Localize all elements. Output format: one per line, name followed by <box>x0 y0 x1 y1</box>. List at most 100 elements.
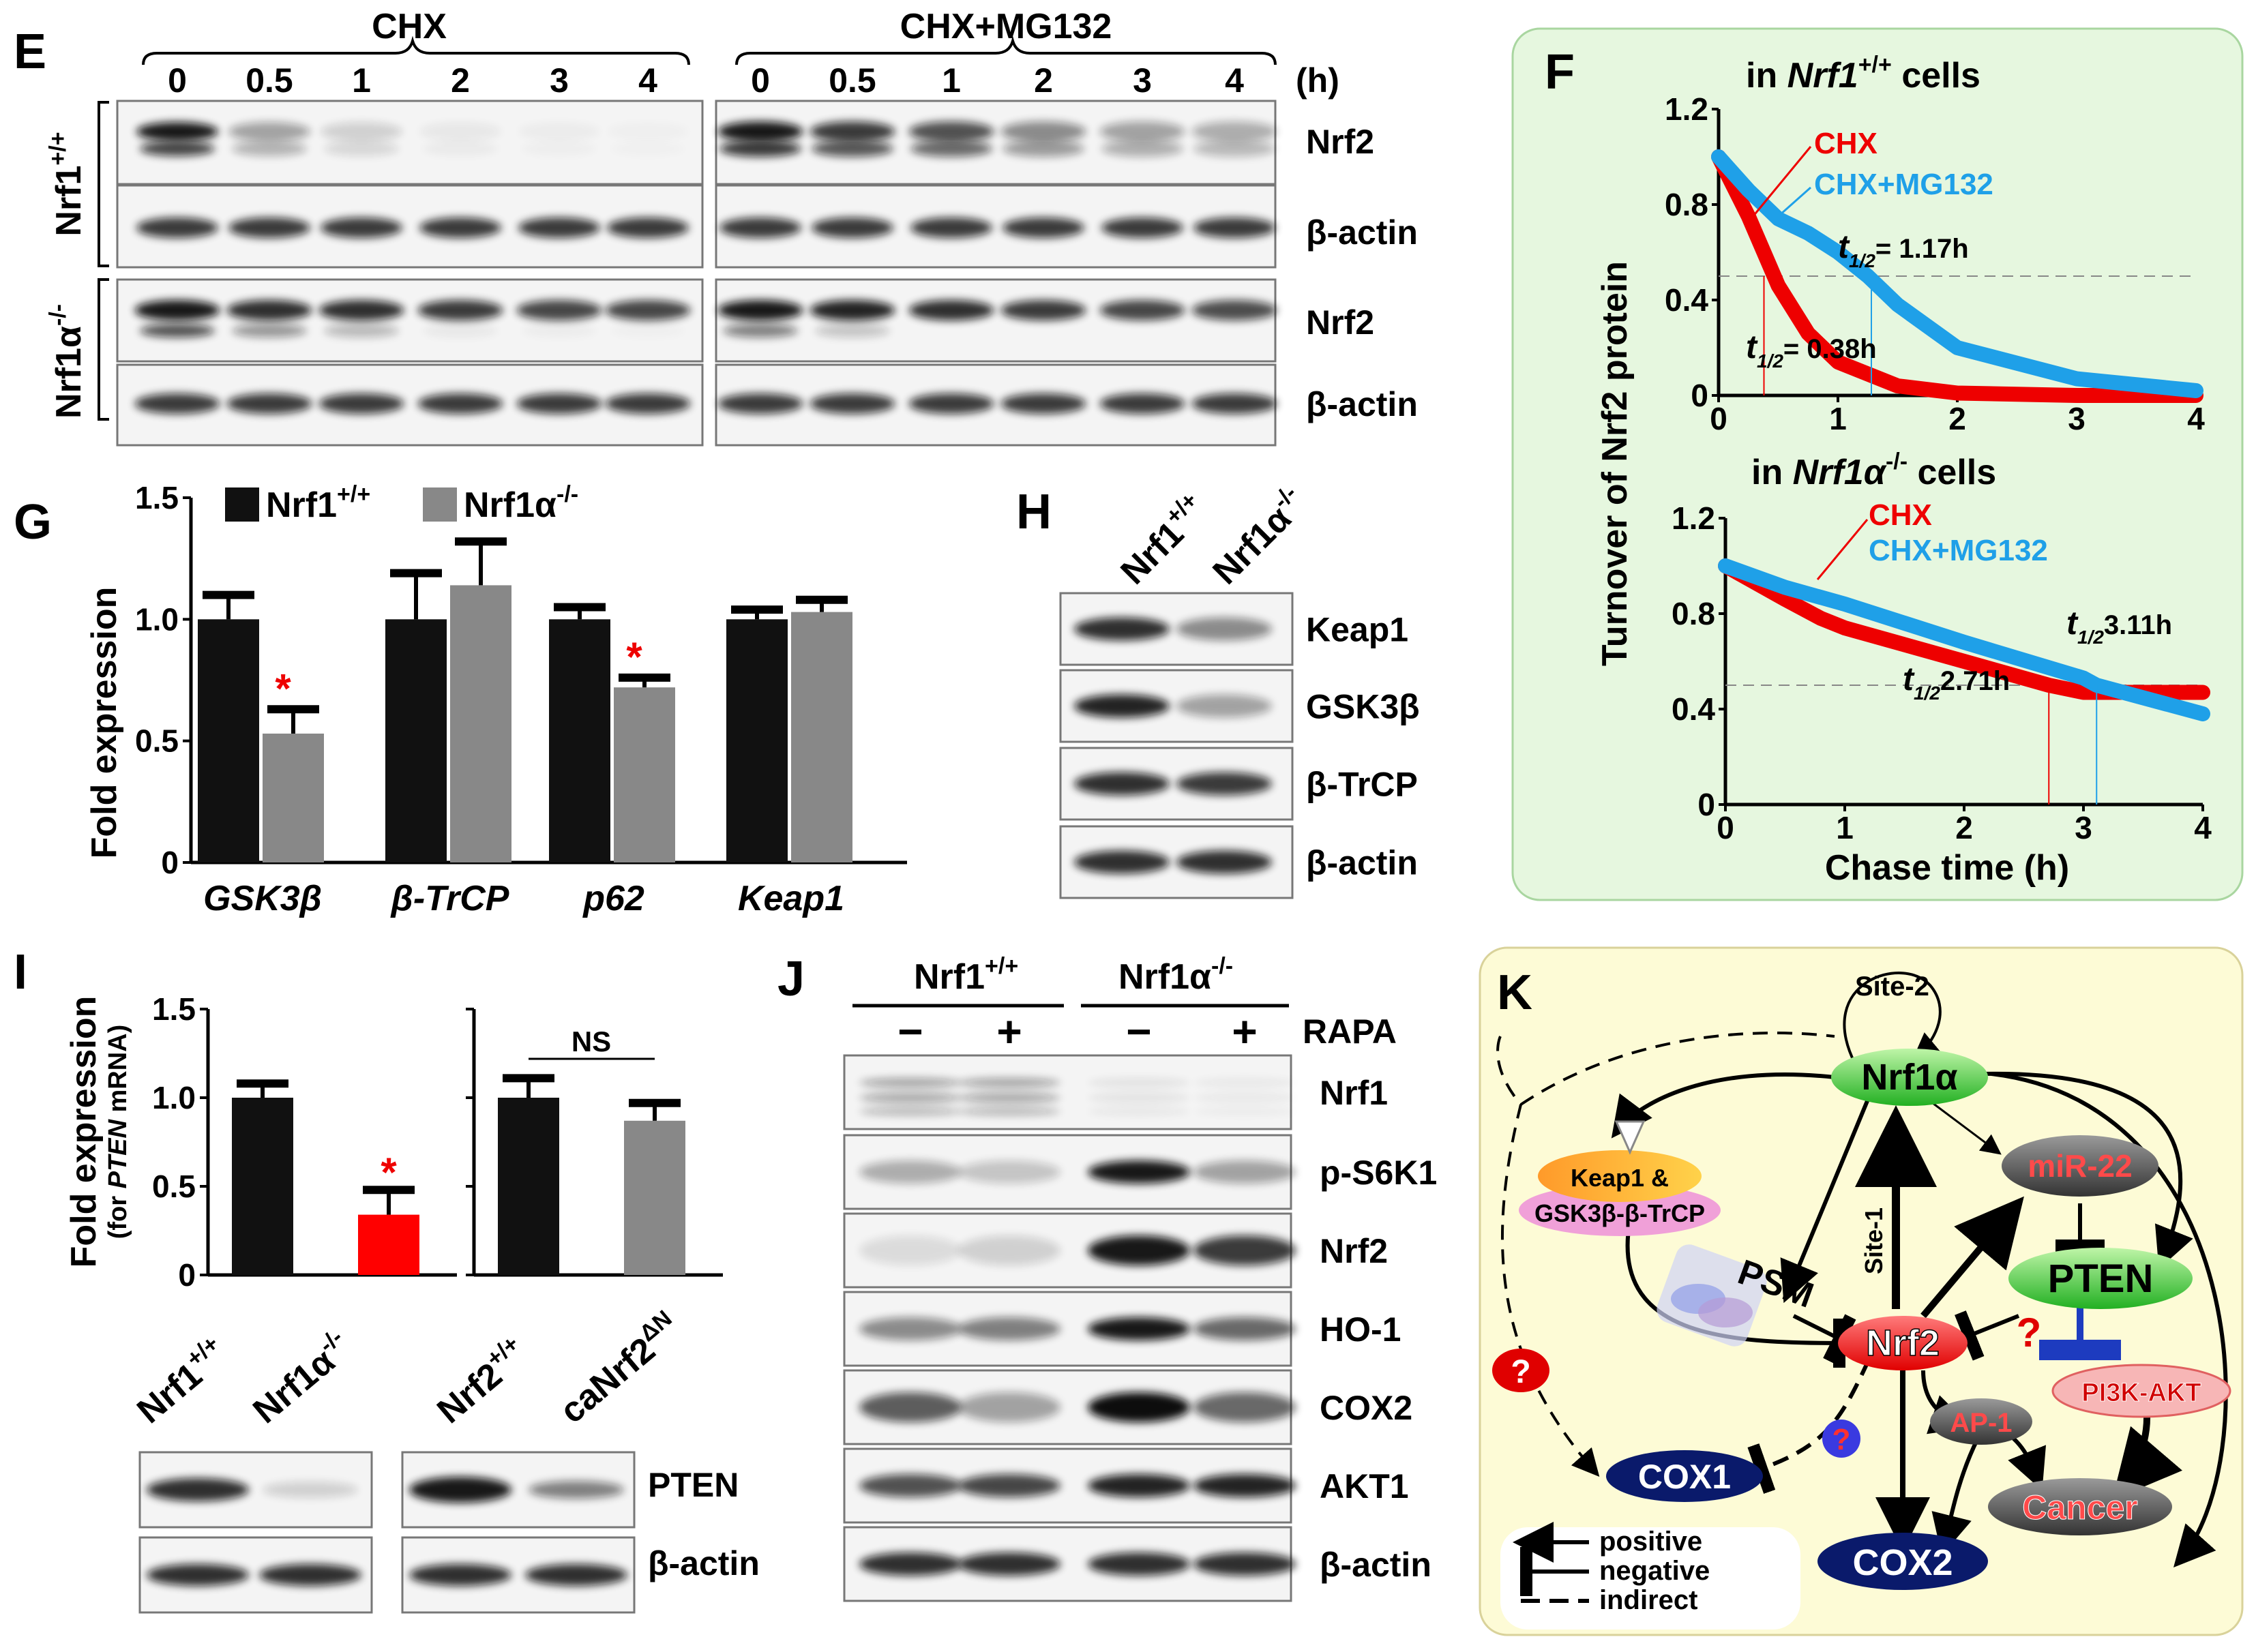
blot-band <box>958 1078 1060 1087</box>
x-tick-label: 4 <box>2194 810 2212 845</box>
blot-band <box>1088 1160 1190 1184</box>
actin-band <box>1193 217 1275 238</box>
site1-label: Site-1 <box>1860 1207 1888 1274</box>
panel-i: I Fold expression (for PTEN mRNA) 0 0.5 1.… <box>14 945 760 1614</box>
row2-bracket <box>98 278 109 421</box>
nrf2-band <box>423 324 498 337</box>
blot-band <box>859 1317 962 1340</box>
nrf2-band <box>518 122 600 141</box>
blot-band <box>1074 850 1170 874</box>
nrf2-band <box>423 141 498 156</box>
nrf2-band <box>723 324 798 337</box>
blot-band <box>1176 694 1272 718</box>
blot-band <box>1193 1392 1296 1422</box>
ap1-node <box>1930 1398 2032 1445</box>
timepoint-label: 2 <box>451 61 470 100</box>
blot-band <box>1088 1552 1190 1576</box>
x-tick-label: 1 <box>1829 401 1847 436</box>
blot-band <box>1176 617 1272 641</box>
actin-band <box>518 217 600 238</box>
actin-band <box>1191 393 1277 414</box>
lane-label-text: caNrf2 <box>552 1330 662 1431</box>
actin-band <box>908 393 994 414</box>
category-label: GSK3β <box>203 879 322 918</box>
j-blots: Nrf1 p-S6K1 Nrf2 HO-1 COX2 AKT1 β-actin <box>843 1054 1437 1602</box>
mir22-node <box>2002 1135 2158 1197</box>
nrf2-band <box>419 122 501 141</box>
blot-band <box>1193 1160 1296 1184</box>
blot-band <box>1088 1078 1190 1087</box>
chxmg-brace <box>735 35 1277 65</box>
g-legend-swatch-wt <box>225 487 259 522</box>
nrf2-band <box>1000 121 1086 142</box>
bar-Nrf1α-/- <box>450 585 511 862</box>
significance-star: * <box>626 634 642 680</box>
site2-loop <box>1843 972 1942 1064</box>
band-label: Nrf1 <box>1320 1074 1388 1112</box>
actin-band <box>417 393 503 414</box>
lane-label: Nrf1α-/- <box>243 1324 359 1431</box>
category-label: p62 <box>582 879 644 918</box>
panel-k: K Site-2 Nrf1α Keap1 & GSK3β-β-TrCP <box>1479 946 2244 1636</box>
band-label-actin: β-actin <box>1306 213 1418 252</box>
actin-band <box>607 217 689 238</box>
row2-genotype-label: Nrf1α-/- <box>45 304 89 419</box>
svg-text:?: ? <box>1511 1354 1530 1390</box>
timepoint-label: 0.5 <box>246 61 293 100</box>
nrf2-band <box>134 300 220 320</box>
nrf2-band <box>607 122 689 141</box>
f-top-legend-mg-leader <box>1779 186 1811 216</box>
panel-j: J Nrf1+/+ Nrf1α-/- − + − + RAPA Nrf1p-S6K1N… <box>777 952 1437 1602</box>
j-group1: Nrf1+/+ <box>914 953 1018 997</box>
f-bottom-title: in Nrf1α-/- cells <box>1751 449 1996 492</box>
nrf1a-node-label: Nrf1α <box>1861 1057 1957 1098</box>
psm-proteasome-icon <box>1657 1244 1767 1347</box>
pi3k-node <box>2051 1364 2231 1418</box>
nrf1a-to-cox2 <box>1991 1072 2228 1567</box>
cox1-node <box>1606 1450 1763 1502</box>
nrf2-band <box>417 300 503 320</box>
band-label: HO-1 <box>1320 1310 1401 1349</box>
mir22-node-label: miR-22 <box>2028 1148 2132 1184</box>
nrf2-band <box>226 300 312 320</box>
actin-band <box>259 1564 361 1586</box>
bar-Nrf1+/+ <box>232 1098 293 1275</box>
blot-band <box>1176 772 1272 796</box>
panel-e-blots <box>116 100 1277 447</box>
f-bot-legend-chx: CHX <box>1869 498 1932 532</box>
blot-band <box>1088 1107 1190 1115</box>
actin-band <box>910 217 992 238</box>
panel-f-letter: F <box>1545 45 1575 100</box>
chx-group-label: CHX <box>372 7 447 46</box>
pi3k-node-label: PI3K-AKT <box>2081 1379 2201 1407</box>
band-label-nrf2-2: Nrf2 <box>1306 303 1374 342</box>
y-tick-label: 0.4 <box>1672 691 1715 727</box>
bar-Nrf1α-/- <box>791 612 852 862</box>
nrf2-band <box>1099 121 1185 142</box>
blot-band <box>1193 1235 1296 1265</box>
actin-band <box>226 393 312 414</box>
nrf2-band <box>140 324 215 337</box>
g-chart: 0 0.5 1.0 1.5 GSK3β β-TrCP p62 Keap1 * * <box>135 480 907 918</box>
cancer-node-label: Cancer <box>2022 1488 2138 1527</box>
blot-band <box>958 1160 1060 1184</box>
blot-strip <box>715 278 1277 363</box>
g-legend-swatch-ko <box>423 487 457 522</box>
y-tick-label: 0 <box>1691 378 1708 413</box>
nrf2-band <box>321 122 402 141</box>
bar-Nrf1+/+ <box>198 619 259 862</box>
blot-band <box>1074 694 1170 718</box>
pten-band <box>263 1482 358 1498</box>
panel-i-letter: I <box>14 945 27 1000</box>
nrf2-band <box>232 324 307 337</box>
h-col1-label: Nrf1+/+ <box>1110 487 1215 592</box>
significance-star: * <box>275 665 291 711</box>
rapa-treatment-mark: + <box>1232 1007 1257 1056</box>
lane-label: Nrf1+/+ <box>128 1331 235 1432</box>
gsk-node-label: GSK3β-β-TrCP <box>1534 1199 1705 1227</box>
site2-label: Site-2 <box>1855 972 1929 1002</box>
actin-band <box>1099 393 1185 414</box>
blot-band <box>1088 1093 1190 1102</box>
bar-caNrf2ΔN <box>624 1120 685 1275</box>
